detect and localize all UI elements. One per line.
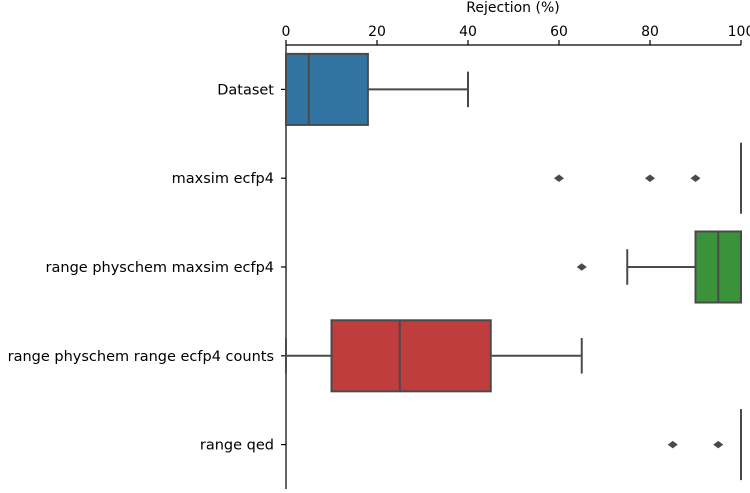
- x-tick-label: 80: [641, 24, 659, 40]
- category-label: range physchem maxsim ecfp4: [46, 260, 274, 276]
- category-labels: Dataset maxsim ecfp4 range physchem maxsim…: [8, 82, 286, 454]
- box-group: [285, 52, 469, 126]
- boxes: [285, 52, 742, 481]
- outlier-point: [576, 263, 587, 271]
- box-iqr: [285, 52, 369, 126]
- x-tick-label: 40: [459, 24, 477, 40]
- x-tick-label: 20: [368, 24, 386, 40]
- x-tick-label: 60: [550, 24, 568, 40]
- x-tick-label: 0: [282, 24, 291, 40]
- box-iqr: [330, 319, 492, 393]
- x-ticks: 0 20 40 60 80 100: [282, 24, 750, 45]
- outlier-point: [645, 174, 655, 182]
- box-group: [554, 142, 742, 214]
- outlier-point: [713, 440, 724, 449]
- outlier-point: [554, 174, 564, 182]
- category-label: range physchem range ecfp4 counts: [8, 349, 274, 365]
- x-tick-label: 100: [728, 24, 750, 40]
- x-axis-title: Rejection (%): [466, 0, 559, 16]
- outlier-point: [667, 440, 678, 449]
- outlier-point: [690, 174, 701, 182]
- category-label: Dataset: [217, 82, 274, 98]
- box-group: [667, 409, 742, 481]
- box-group: [576, 230, 742, 304]
- category-label: maxsim ecfp4: [172, 171, 274, 187]
- box-group: [285, 319, 583, 393]
- category-label: range qed: [200, 438, 274, 454]
